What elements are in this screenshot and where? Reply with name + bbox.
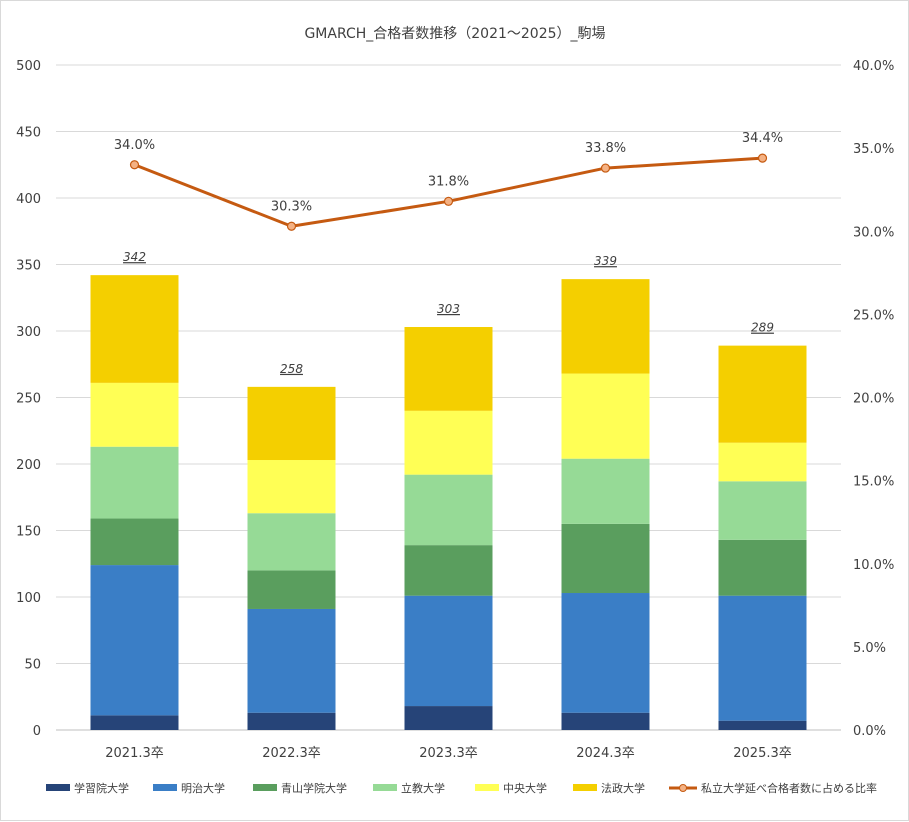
legend-label: 中央大学 — [503, 781, 547, 795]
x-tick-label: 2024.3卒 — [576, 746, 635, 761]
left-tick-label: 250 — [16, 392, 41, 407]
bar-segment — [404, 595, 493, 707]
bar-segment — [718, 442, 807, 482]
bar-segment — [90, 518, 179, 566]
x-tick-label: 2021.3卒 — [105, 746, 164, 761]
left-tick-label: 50 — [24, 658, 41, 673]
left-tick-label: 500 — [16, 59, 41, 74]
ratio-marker — [286, 221, 297, 231]
left-tick-label: 400 — [16, 192, 41, 207]
bar-segment — [718, 595, 807, 721]
bar-segment — [718, 481, 807, 540]
legend-label: 私立大学延べ合格者数に占める比率 — [701, 781, 877, 795]
bar-segment — [561, 593, 650, 713]
legend-swatch — [573, 784, 597, 791]
x-tick-label: 2025.3卒 — [733, 746, 792, 761]
bar-segment — [247, 570, 336, 609]
bar-segment — [561, 712, 650, 730]
stacked-bars — [90, 275, 807, 730]
bar-segment — [404, 474, 493, 546]
legend-label: 立教大学 — [401, 781, 445, 795]
legend-swatch — [373, 784, 397, 791]
right-tick-label: 40.0% — [853, 59, 894, 74]
right-tick-label: 0.0% — [853, 724, 886, 739]
left-tick-label: 100 — [16, 591, 41, 606]
bar-segment — [404, 545, 493, 596]
bar-segment — [90, 715, 179, 730]
left-axis-ticks: 0 50 100 150 200 250 300 350 400 450 500 — [16, 59, 41, 739]
bar-segment — [247, 712, 336, 730]
x-tick-label: 2023.3卒 — [419, 746, 478, 761]
left-tick-label: 150 — [16, 525, 41, 540]
ratio-label: 34.0% — [114, 138, 155, 153]
x-tick-label: 2022.3卒 — [262, 746, 321, 761]
left-tick-label: 450 — [16, 126, 41, 141]
bar-segment — [718, 345, 807, 443]
ratio-label: 33.8% — [585, 141, 626, 156]
x-axis-ticks: 2021.3卒 2022.3卒 2023.3卒 2024.3卒 2025.3卒 — [105, 746, 792, 761]
ratio-polyline — [133, 156, 763, 228]
legend-swatch — [253, 784, 277, 791]
bar-segment — [90, 275, 179, 383]
right-axis-ticks: 0.0% 5.0% 10.0% 15.0% 20.0% 25.0% 30.0% 35.0% 40… — [853, 59, 894, 739]
ratio-marker — [129, 160, 140, 170]
bar-segment — [404, 410, 493, 475]
legend-swatch — [475, 784, 499, 791]
ratio-marker — [757, 153, 768, 163]
left-tick-label: 350 — [16, 259, 41, 274]
right-tick-label: 15.0% — [853, 475, 894, 490]
total-label: 342 — [123, 250, 146, 264]
left-tick-label: 300 — [16, 325, 41, 340]
bar-segment — [404, 706, 493, 730]
bar-segment — [90, 382, 179, 447]
chart-title: GMARCH_合格者数推移（2021～2025）_駒場 — [304, 26, 605, 42]
bar-segment — [561, 279, 650, 374]
right-tick-label: 20.0% — [853, 392, 894, 407]
ratio-line: 34.0% 30.3% 31.8% 33.8% 34.4% — [114, 131, 783, 231]
total-label: 258 — [280, 362, 303, 376]
legend: 学習院大学 明治大学 青山学院大学 立教大学 中央大学 法政大学 私立大学延べ合格者数に占め… — [46, 781, 877, 795]
total-label: 339 — [594, 254, 617, 268]
bar-segment — [247, 386, 336, 461]
ratio-label: 30.3% — [271, 199, 312, 214]
legend-swatch — [46, 784, 70, 791]
bar-segment — [90, 446, 179, 519]
bar-segment — [404, 327, 493, 411]
total-labels: 342 258 303 339 289 — [123, 250, 774, 376]
left-tick-label: 200 — [16, 458, 41, 473]
bar-segment — [561, 373, 650, 459]
right-tick-label: 10.0% — [853, 558, 894, 573]
bar-segment — [718, 539, 807, 596]
ratio-marker — [600, 163, 611, 173]
ratio-marker — [443, 196, 454, 206]
total-label: 289 — [751, 321, 774, 335]
right-tick-label: 5.0% — [853, 641, 886, 656]
right-tick-label: 30.0% — [853, 225, 894, 240]
legend-line-marker — [679, 784, 687, 792]
bar-segment — [247, 513, 336, 571]
left-tick-label: 0 — [33, 724, 41, 739]
legend-label: 学習院大学 — [74, 781, 129, 795]
total-label: 303 — [437, 302, 460, 316]
bar-segment — [561, 458, 650, 524]
bar-segment — [247, 460, 336, 514]
legend-label: 法政大学 — [601, 781, 645, 795]
right-tick-label: 35.0% — [853, 142, 894, 157]
bar-segment — [247, 608, 336, 713]
ratio-label: 34.4% — [742, 131, 783, 146]
ratio-label: 31.8% — [428, 174, 469, 189]
bar-segment — [561, 523, 650, 594]
legend-label: 青山学院大学 — [281, 781, 347, 795]
bar-segment — [90, 565, 179, 716]
legend-label: 明治大学 — [181, 781, 225, 795]
legend-swatch — [153, 784, 177, 791]
right-tick-label: 25.0% — [853, 308, 894, 323]
bar-segment — [718, 720, 807, 730]
